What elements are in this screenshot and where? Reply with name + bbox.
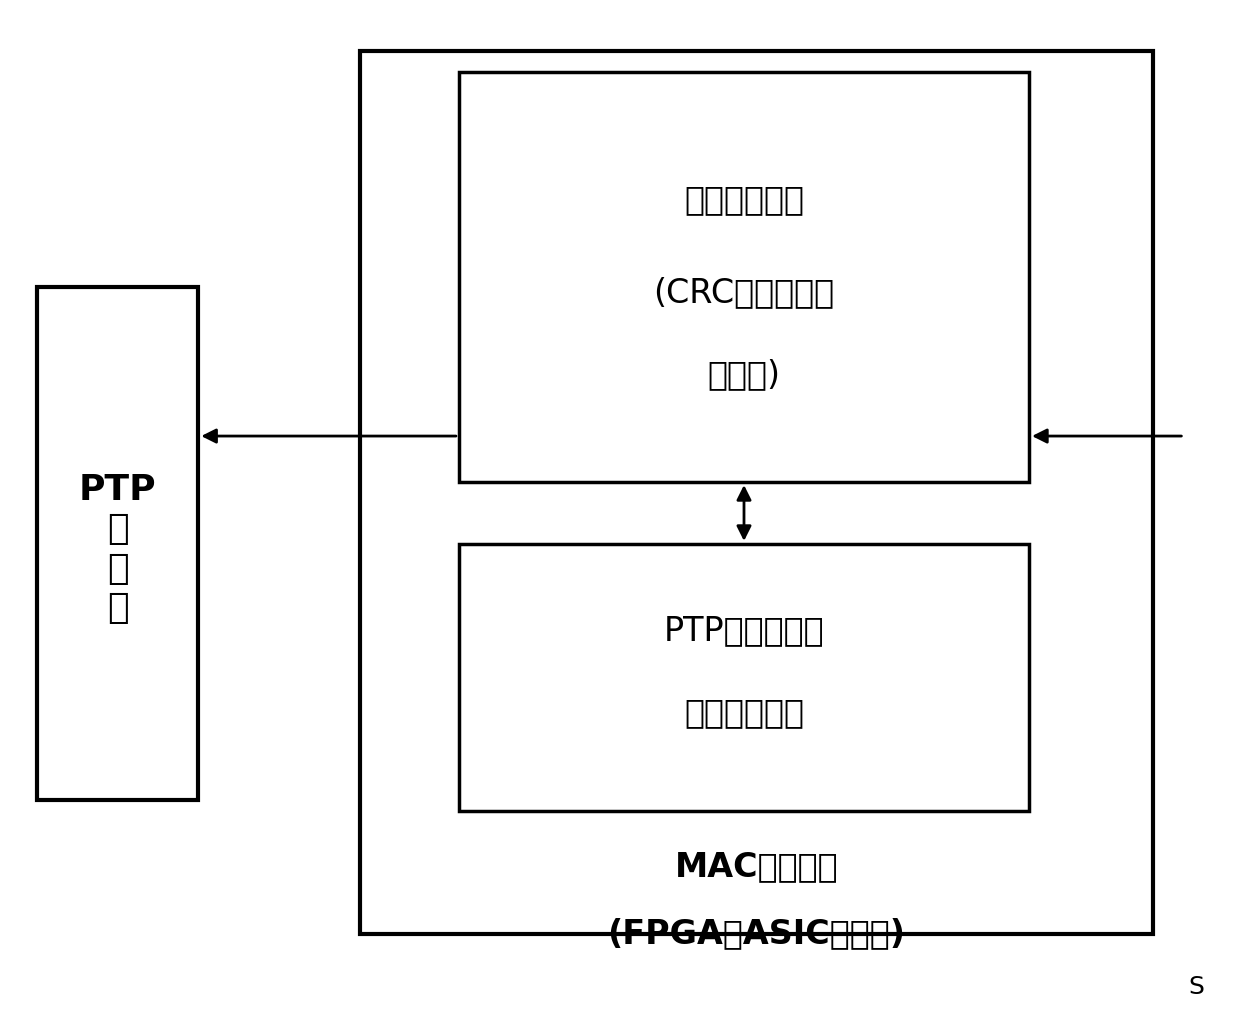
Text: 间戳处理模块: 间戳处理模块 xyxy=(684,697,804,729)
Text: PTP
协
议
栈: PTP 协 议 栈 xyxy=(79,473,156,625)
Text: PTP报文接收时: PTP报文接收时 xyxy=(663,615,825,647)
Text: S: S xyxy=(1189,975,1204,999)
Text: (FPGA或ASIC上实现): (FPGA或ASIC上实现) xyxy=(608,917,905,950)
Text: MAC接收模块: MAC接收模块 xyxy=(675,851,838,883)
Bar xyxy=(459,544,1029,811)
Bar xyxy=(360,51,1153,934)
Text: 检查等): 检查等) xyxy=(708,358,780,391)
Text: (CRC计算、格式: (CRC计算、格式 xyxy=(653,276,835,309)
Text: 输入控制模块: 输入控制模块 xyxy=(684,184,804,216)
Bar xyxy=(37,287,198,800)
Bar xyxy=(459,72,1029,482)
